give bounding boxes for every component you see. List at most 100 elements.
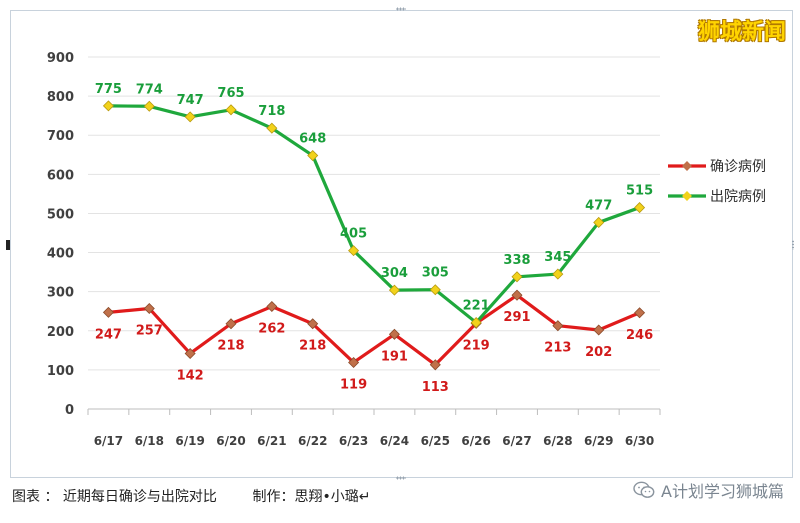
- data-point: [429, 359, 441, 371]
- legend-marker: [682, 161, 692, 171]
- x-tick-label: 6/20: [216, 434, 245, 448]
- data-label: 774: [136, 82, 163, 97]
- data-label: 775: [95, 82, 122, 97]
- data-label: 747: [177, 93, 204, 108]
- y-tick-label: 900: [47, 51, 74, 66]
- series-line: [108, 104, 641, 325]
- series-layer: [102, 100, 646, 371]
- data-label: 246: [626, 328, 653, 343]
- data-label: 247: [95, 327, 122, 342]
- legend-marker: [682, 191, 692, 201]
- data-point: [348, 356, 360, 368]
- data-point: [225, 104, 237, 116]
- x-tick-label: 6/18: [135, 434, 164, 448]
- data-point: [184, 347, 196, 359]
- data-label: 305: [422, 266, 449, 281]
- data-labels: 775 774 747 765 718 648 405 304 305 221 338 345 477 5…: [95, 82, 653, 395]
- data-point: [593, 324, 605, 336]
- data-label: 257: [136, 323, 163, 338]
- data-label: 345: [544, 250, 571, 265]
- data-label: 338: [503, 253, 530, 268]
- x-axis-ticks: 6/17 6/18 6/19 6/20 6/21 6/22 6/23 6/24 6/25 6/26…: [87, 409, 661, 448]
- data-point: [552, 320, 564, 332]
- resize-handle-bottom[interactable]: [396, 476, 406, 480]
- data-point: [143, 100, 155, 112]
- y-tick-label: 700: [47, 129, 74, 144]
- data-label: 221: [463, 299, 490, 314]
- data-point: [348, 245, 360, 257]
- wechat-icon: [633, 481, 655, 498]
- legend-label: 确诊病例: [710, 159, 766, 175]
- data-point: [143, 302, 155, 314]
- x-tick-label: 6/30: [625, 434, 654, 448]
- data-point: [102, 100, 114, 112]
- x-tick-label: 6/23: [339, 434, 368, 448]
- y-tick-label: 600: [47, 168, 74, 183]
- data-label: 477: [585, 198, 612, 213]
- y-tick-label: 200: [47, 325, 74, 340]
- brand-name: A计划学习狮城篇: [661, 482, 784, 501]
- resize-handle-left[interactable]: [6, 240, 10, 250]
- data-point: [634, 307, 646, 319]
- x-tick-label: 6/17: [94, 434, 123, 448]
- watermark-logo: 狮城新闻: [697, 20, 786, 45]
- data-point: [634, 202, 646, 214]
- data-label: 405: [340, 227, 367, 242]
- data-label: 219: [463, 338, 490, 353]
- data-label: 113: [422, 380, 449, 395]
- data-label: 218: [217, 339, 244, 354]
- y-tick-label: 300: [47, 286, 74, 301]
- data-point: [225, 318, 237, 330]
- data-label: 718: [258, 104, 285, 119]
- data-label: 648: [299, 132, 326, 147]
- data-label: 213: [544, 341, 571, 356]
- x-tick-label: 6/25: [421, 434, 450, 448]
- data-label: 119: [340, 377, 367, 392]
- data-point: [102, 306, 114, 318]
- data-point: [511, 289, 523, 301]
- y-tick-label: 100: [47, 364, 74, 379]
- chart-caption: 图表 ： 近期每日确诊与出院对比 制作：思翔•小璐↵: [12, 489, 371, 505]
- data-point: [552, 268, 564, 280]
- data-point: [470, 317, 482, 329]
- brand-footer: A计划学习狮城篇: [633, 478, 784, 502]
- data-label: 304: [381, 266, 408, 281]
- y-tick-label: 400: [47, 247, 74, 262]
- y-tick-label: 500: [47, 207, 74, 222]
- x-tick-label: 6/29: [584, 434, 613, 448]
- data-point: [307, 318, 319, 330]
- data-label: 765: [217, 86, 244, 101]
- data-point: [184, 111, 196, 123]
- x-tick-label: 6/24: [380, 434, 409, 448]
- data-point: [388, 328, 400, 340]
- x-tick-label: 6/21: [257, 434, 286, 448]
- x-tick-label: 6/22: [298, 434, 327, 448]
- data-label: 262: [258, 322, 285, 337]
- x-tick-label: 6/28: [543, 434, 572, 448]
- data-label: 202: [585, 345, 612, 360]
- y-axis-ticks: 0 100 200 300 400 500 600 700 800 900: [47, 51, 74, 418]
- resize-handle-top[interactable]: [396, 7, 406, 11]
- data-point: [266, 122, 278, 134]
- x-tick-label: 6/26: [461, 434, 490, 448]
- x-tick-label: 6/19: [175, 434, 204, 448]
- data-point: [429, 284, 441, 296]
- data-point: [266, 301, 278, 313]
- resize-handle-right[interactable]: [791, 240, 795, 250]
- chart-frame: [10, 10, 793, 478]
- x-tick-label: 6/27: [502, 434, 531, 448]
- data-label: 191: [381, 349, 408, 364]
- y-tick-label: 800: [47, 90, 74, 105]
- data-label: 218: [299, 339, 326, 354]
- grid-layer: [88, 56, 660, 410]
- legend-label: 出院病例: [710, 189, 766, 205]
- data-point: [593, 216, 605, 228]
- data-point: [511, 271, 523, 283]
- data-label: 291: [503, 310, 530, 325]
- data-point: [307, 150, 319, 162]
- data-label: 515: [626, 184, 653, 199]
- data-point: [388, 284, 400, 296]
- y-tick-label: 0: [65, 403, 74, 418]
